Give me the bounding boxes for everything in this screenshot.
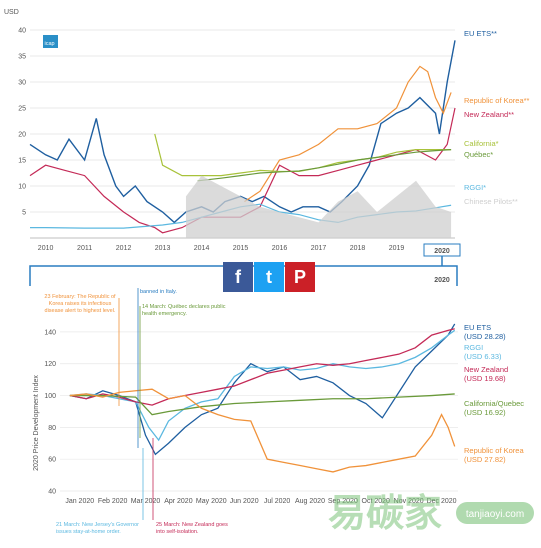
bottom-x-ticks: Jan 2020 Feb 2020 Mar 2020 Apr 2020 May 2020…	[65, 498, 456, 505]
korea-annotation: 23 February: The Republic of Korea raise…	[44, 294, 115, 314]
bottom-series-line-1	[69, 329, 456, 442]
y-tick-label: 10	[18, 184, 26, 191]
top-y-ticks: 5 10 15 20 25 30 35 40	[18, 28, 26, 217]
x-tick-label: 2018	[350, 245, 366, 252]
x-tick-label: Feb 2020	[98, 498, 128, 505]
x-tick-label: Apr 2020	[164, 498, 193, 505]
y-tick-label: 5	[22, 210, 26, 217]
y-tick-label: 20	[18, 132, 26, 139]
bottom-series-line-3	[69, 393, 455, 416]
series-area-chinese-pilots	[185, 175, 452, 238]
series-line-3	[154, 133, 452, 177]
bottom-y-axis-label: 2020 Price Development Index	[33, 375, 40, 471]
y-tick-label: 100	[44, 393, 56, 400]
bottom-legend-label: California/Quebec	[464, 399, 524, 408]
y-tick-label: 120	[44, 361, 56, 368]
y-tick-label: 40	[48, 489, 56, 496]
pinterest-icon: P	[293, 266, 306, 287]
x-tick-label: Sep 2020	[328, 498, 358, 505]
italy-annotation: 10 March: Non-essential movement banned …	[140, 289, 177, 295]
x-tick-label: 2012	[116, 245, 132, 252]
series-line-0	[29, 40, 456, 224]
x-tick-label: 2013	[155, 245, 171, 252]
x-tick-label: Oct 2020	[362, 498, 391, 505]
x-tick-label: Jun 2020	[230, 498, 259, 505]
pinterest-share-button[interactable]: P	[285, 262, 315, 292]
zoom-2020-label: 2020	[434, 277, 450, 284]
nj-annotation: 21 March: New Jersey's Governor issues s…	[56, 522, 139, 535]
bottom-legend: EU ETS(USD 28.28) RGGI(USD 6.33) New Zeala…	[464, 323, 524, 464]
x-tick-label: 2011	[77, 245, 92, 252]
x-tick-label: Jul 2020	[264, 498, 291, 505]
twitter-icon: t	[266, 266, 272, 287]
legend-label: RGGI*	[464, 183, 486, 192]
bottom-series	[69, 323, 456, 473]
legend-label: EU ETS**	[464, 29, 497, 38]
legend-label: Republic of Korea**	[464, 96, 530, 105]
y-tick-label: 15	[18, 158, 26, 165]
top-legend: EU ETS** Republic of Korea** New Zealand**…	[464, 29, 530, 206]
bottom-y-ticks: 40 60 80 100 120 140	[44, 329, 56, 495]
x-tick-label: May 2020	[196, 498, 227, 505]
year-2020-highlight: 2020	[423, 243, 461, 257]
icap-logo-box	[43, 35, 58, 48]
bottom-chart: 2020 Price Development Index 40 60 80 100 12…	[33, 288, 524, 535]
y-tick-label: 80	[48, 425, 56, 432]
bottom-grid	[60, 331, 458, 492]
facebook-icon: f	[235, 266, 241, 287]
x-tick-label: Aug 2020	[295, 498, 325, 505]
legend-label: Chinese Pilots**	[464, 197, 518, 206]
watermark-pill	[456, 502, 534, 524]
x-tick-label: 2017	[311, 245, 327, 252]
legend-label: California*	[464, 139, 499, 148]
bottom-legend-label: RGGI	[464, 343, 483, 352]
bottom-legend-value: (USD 28.28)	[464, 332, 506, 341]
x-tick-label: Mar 2020	[131, 498, 161, 505]
bottom-legend-label: New Zealand	[464, 365, 508, 374]
top-series	[29, 40, 456, 238]
x-tick-label: 2019	[389, 245, 405, 252]
y-tick-label: 140	[44, 329, 56, 336]
highlight-2020-label: 2020	[434, 248, 450, 255]
y-tick-label: 60	[48, 457, 56, 464]
x-tick-label: Jan 2020	[65, 498, 94, 505]
bottom-legend-label: Republic of Korea	[464, 446, 524, 455]
x-tick-label: 2014	[194, 245, 210, 252]
x-tick-label: 2016	[272, 245, 288, 252]
facebook-share-button[interactable]: f	[223, 262, 253, 292]
y-tick-label: 30	[18, 80, 26, 87]
bottom-series-line-0	[69, 323, 456, 456]
bottom-legend-value: (USD 16.92)	[464, 408, 506, 417]
x-tick-label: 2015	[233, 245, 249, 252]
twitter-share-button[interactable]: t	[254, 262, 284, 292]
watermark-domain: tanjiaoyi.com	[466, 509, 524, 520]
y-tick-label: 40	[18, 28, 26, 35]
legend-label: New Zealand**	[464, 110, 514, 119]
series-line-4	[197, 149, 452, 182]
bottom-legend-value: (USD 27.82)	[464, 455, 506, 464]
icap-logo-text: icap	[45, 41, 55, 47]
bottom-legend-label: EU ETS	[464, 323, 491, 332]
bottom-series-line-2	[69, 328, 455, 406]
x-tick-label: 2010	[38, 245, 54, 252]
bottom-legend-value: (USD 19.68)	[464, 374, 506, 383]
y-tick-label: 35	[18, 54, 26, 61]
series-line-1	[244, 65, 452, 203]
x-tick-label: Nov 2020	[394, 498, 424, 505]
quebec-annotation: 14 March: Québec declares public health …	[142, 304, 225, 317]
watermark-cn: 易碳家	[328, 491, 442, 535]
bottom-legend-value: (USD 6.33)	[464, 352, 502, 361]
top-chart: USD 5 10 15 20 25 30 35 40 2010 2011 2012 2013 2014…	[4, 9, 530, 257]
y-tick-label: 25	[18, 106, 26, 113]
icap-logo: icap	[43, 35, 58, 48]
legend-label: Québec*	[464, 150, 493, 159]
x-tick-label: Dec 2020	[427, 498, 457, 505]
y-axis-label: USD	[4, 9, 19, 16]
nz-annotation: 25 March: New Zealand goes into self-iso…	[156, 522, 228, 535]
watermark: 易碳家 tanjiaoyi.com	[328, 491, 534, 535]
top-x-ticks: 2010 2011 2012 2013 2014 2015 2016 2017 2018 2019…	[38, 245, 444, 252]
annotations: 23 February: The Republic of Korea raise…	[44, 288, 228, 535]
